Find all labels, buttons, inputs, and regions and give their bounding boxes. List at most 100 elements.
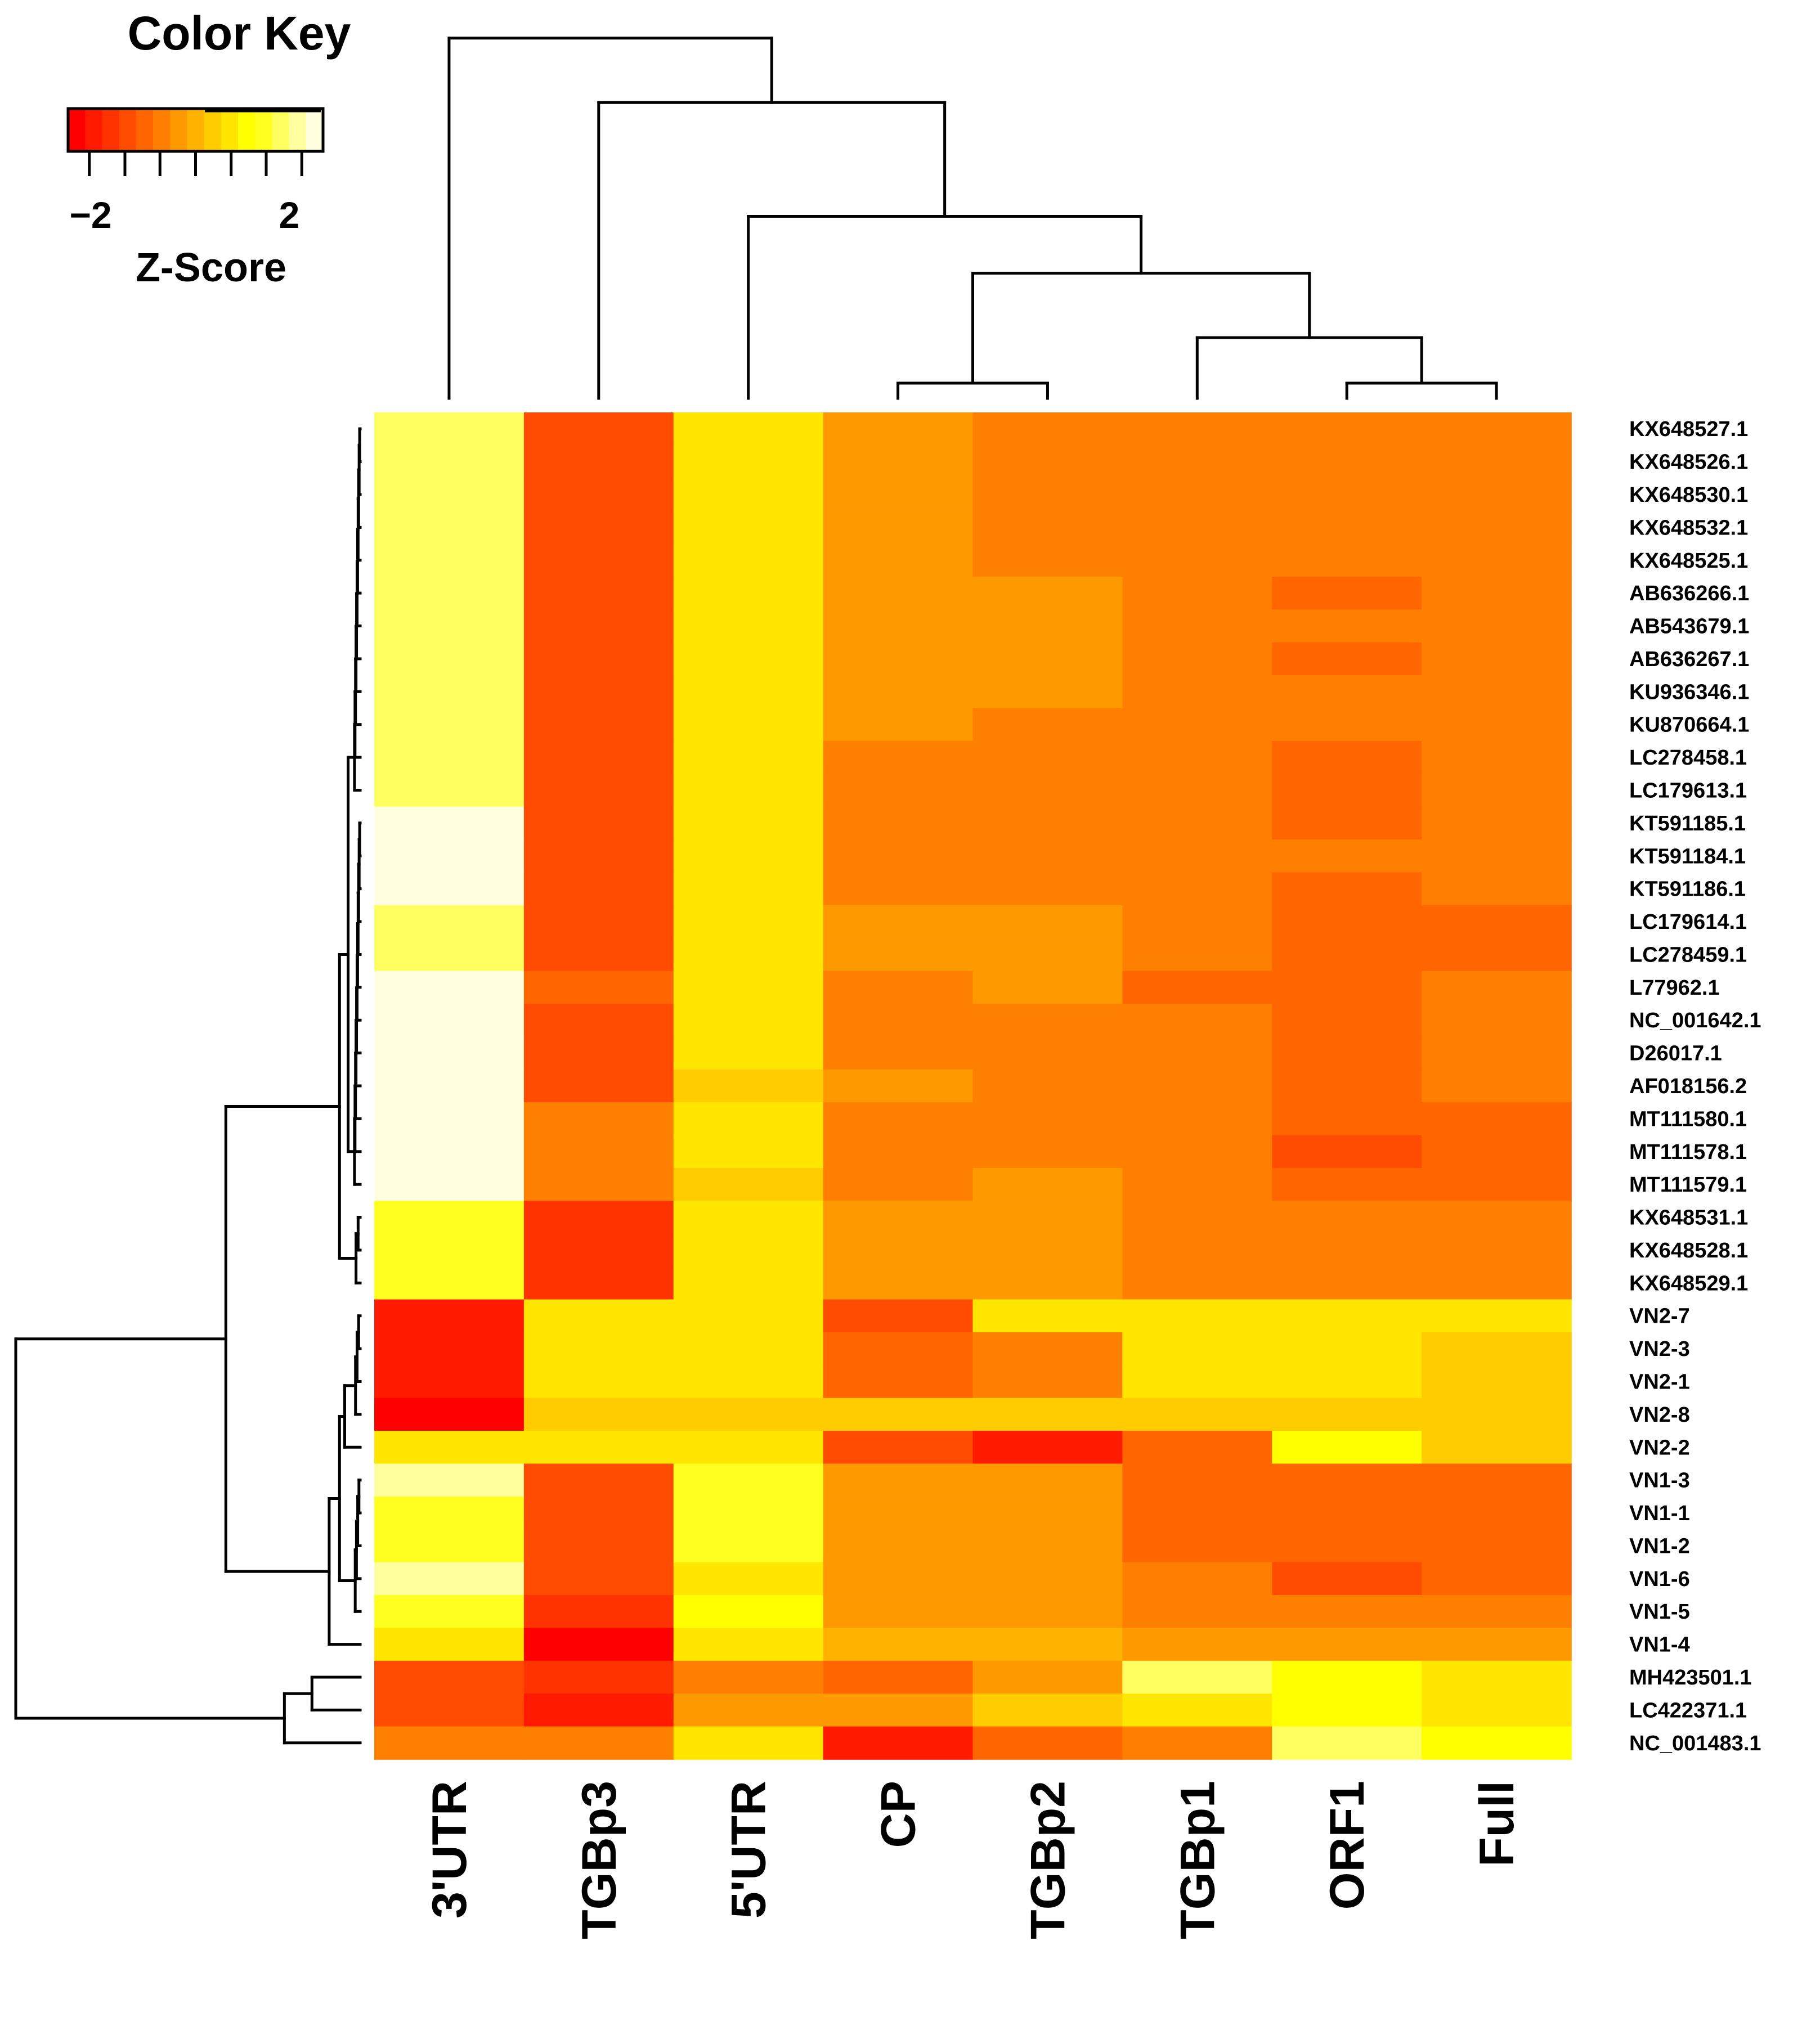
- heatmap-cell: [1422, 1233, 1572, 1267]
- row-label: D26017.1: [1629, 1042, 1722, 1066]
- heatmap-cell: [1122, 1332, 1273, 1366]
- heatmap-cell: [972, 971, 1123, 1004]
- heatmap-cell: [972, 511, 1123, 545]
- heatmap-cell: [523, 1529, 674, 1563]
- row-label: VN2-3: [1629, 1337, 1690, 1361]
- row-label: KX648531.1: [1629, 1206, 1748, 1230]
- heatmap-cell: [523, 1036, 674, 1070]
- color-key-swatch: [136, 109, 154, 151]
- heatmap-cell: [1422, 609, 1572, 643]
- heatmap-cell: [1422, 774, 1572, 807]
- heatmap-cell: [374, 1201, 525, 1234]
- heatmap-cell: [1122, 905, 1273, 939]
- heatmap-cell: [374, 774, 525, 807]
- heatmap-cell: [1422, 1529, 1572, 1563]
- heatmap-cell: [1272, 642, 1422, 676]
- row-label: MT111580.1: [1629, 1107, 1747, 1131]
- heatmap-cell: [1122, 708, 1273, 742]
- heatmap-cell: [374, 1398, 525, 1431]
- heatmap-cell: [1122, 774, 1273, 807]
- heatmap-cell: [823, 412, 974, 446]
- heatmap-cell: [523, 1069, 674, 1103]
- heatmap-cell: [823, 1693, 974, 1727]
- heatmap-cell: [1122, 642, 1273, 676]
- heatmap-cell: [823, 1036, 974, 1070]
- heatmap-cell: [673, 1398, 824, 1431]
- heatmap-cell: [1122, 1036, 1273, 1070]
- heatmap-cell: [1272, 971, 1422, 1004]
- heatmap-cell: [374, 1660, 525, 1695]
- heatmap-cell: [1122, 839, 1273, 873]
- heatmap-cell: [972, 1004, 1123, 1037]
- heatmap-cell: [823, 511, 974, 545]
- heatmap-cell: [374, 478, 525, 511]
- color-key: Color Key −2 2 Z-Score: [66, 7, 351, 290]
- heatmap-cell: [1272, 1693, 1422, 1727]
- heatmap-cell: [1422, 905, 1572, 939]
- heatmap-cell: [673, 1365, 824, 1399]
- heatmap-cell: [523, 1004, 674, 1037]
- row-label: KX648529.1: [1629, 1272, 1748, 1295]
- heatmap-cell: [1122, 872, 1273, 906]
- heatmap-cell: [972, 774, 1123, 807]
- heatmap-cell: [972, 1102, 1123, 1136]
- heatmap-cell: [1122, 1167, 1273, 1202]
- heatmap-cell: [523, 1693, 674, 1727]
- heatmap-cell: [1122, 1069, 1273, 1103]
- heatmap-cell: [1122, 1102, 1273, 1136]
- row-label: VN2-2: [1629, 1436, 1690, 1459]
- heatmap-cell: [523, 839, 674, 873]
- heatmap-cell: [823, 1431, 974, 1465]
- heatmap-cell: [972, 445, 1123, 479]
- heatmap-cell: [673, 1004, 824, 1037]
- heatmap-cell: [1272, 1628, 1422, 1661]
- heatmap-cell: [823, 1660, 974, 1695]
- heatmap-cell: [1422, 708, 1572, 742]
- row-label: VN2-8: [1629, 1403, 1690, 1427]
- column-label: TGBp2: [1021, 1781, 1075, 1939]
- row-label: LC278458.1: [1629, 746, 1747, 770]
- heatmap-cell: [1422, 1496, 1572, 1530]
- heatmap-cell: [374, 740, 525, 775]
- heatmap-cell: [523, 1135, 674, 1169]
- heatmap-cell: [823, 1102, 974, 1136]
- heatmap-cell: [823, 905, 974, 939]
- heatmap-cell: [823, 1069, 974, 1103]
- heatmap-cell: [1422, 1431, 1572, 1465]
- heatmap-cell: [1122, 1233, 1273, 1267]
- heatmap-cell: [1272, 1167, 1422, 1202]
- heatmap-cell: [523, 708, 674, 742]
- color-key-swatch: [85, 109, 103, 151]
- heatmap-cell: [1422, 1332, 1572, 1366]
- row-label: KT591186.1: [1629, 878, 1746, 901]
- color-key-tick-label-min: −2: [69, 194, 111, 236]
- heatmap-cell: [673, 642, 824, 676]
- heatmap-cell: [523, 1102, 674, 1136]
- heatmap-cell: [1422, 1398, 1572, 1431]
- heatmap-cell: [523, 938, 674, 972]
- heatmap-cell: [823, 543, 974, 577]
- heatmap-cell: [374, 675, 525, 709]
- heatmap-cell: [823, 1628, 974, 1661]
- heatmap-cell: [523, 511, 674, 545]
- heatmap-cell: [1272, 740, 1422, 775]
- heatmap-cell: [1122, 740, 1273, 775]
- heatmap-cell: [1422, 1135, 1572, 1169]
- color-key-bar: [68, 109, 324, 151]
- row-label: MT111578.1: [1629, 1140, 1747, 1164]
- heatmap-cell: [823, 1496, 974, 1530]
- heatmap-cell: [1422, 1102, 1572, 1136]
- heatmap-cell: [1422, 412, 1572, 446]
- heatmap-cell: [972, 412, 1123, 446]
- heatmap-cell: [823, 609, 974, 643]
- heatmap-cell: [374, 806, 525, 840]
- heatmap-cell: [523, 543, 674, 577]
- heatmap-cell: [1272, 412, 1422, 446]
- row-label: MH423501.1: [1629, 1666, 1752, 1690]
- heatmap-cell: [374, 708, 525, 742]
- row-labels: KX648527.1 KX648526.1 KX648530.1 KX648532.1…: [1629, 417, 1761, 1755]
- heatmap-cell: [823, 445, 974, 479]
- heatmap-cell: [523, 1266, 674, 1300]
- heatmap-cell: [673, 543, 824, 577]
